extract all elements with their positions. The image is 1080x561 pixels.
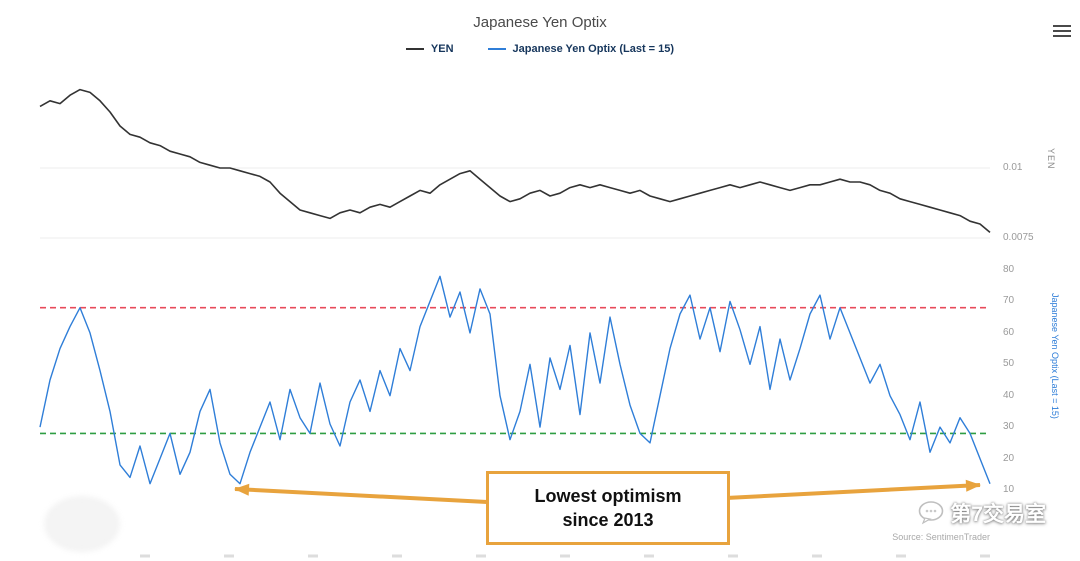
- y-tick-label: 80: [1003, 264, 1015, 275]
- y-tick-label: 0.01: [1003, 162, 1023, 173]
- yen-line-swatch: [405, 48, 424, 50]
- legend-item-optix[interactable]: Japanese Yen Optix (Last = 15): [487, 43, 675, 55]
- chat-bubble-icon: [919, 501, 944, 525]
- annotation-box: Lowest optimism since 2013: [486, 471, 730, 545]
- legend-label-yen: YEN: [430, 43, 454, 55]
- y-tick-label: 10: [1003, 484, 1015, 495]
- annotation-arrow-right: [725, 479, 981, 500]
- legend: YEN Japanese Yen Optix (Last = 15): [0, 43, 1080, 55]
- y-tick-label: 60: [1003, 326, 1015, 338]
- y-tick-label: 50: [1003, 358, 1015, 370]
- y-axis-title-yen: YEN: [1046, 148, 1056, 170]
- watermark-text: 第7交易室: [950, 503, 1046, 526]
- yen-price-line: [39, 88, 991, 234]
- annotation-text-line2: since 2013: [562, 510, 654, 530]
- annotation-arrow-left: [234, 483, 488, 504]
- y-tick-label: 30: [1003, 421, 1015, 433]
- annotation-text-line1: Lowest optimism: [534, 485, 682, 506]
- chart-title: Japanese Yen Optix: [473, 14, 607, 31]
- gridlines: [40, 167, 990, 239]
- hamburger-menu-icon[interactable]: [1053, 22, 1071, 40]
- optix-sentiment-line: [39, 275, 991, 485]
- y-tick-label: 40: [1003, 389, 1015, 401]
- legend-label-optix: Japanese Yen Optix (Last = 15): [512, 43, 675, 55]
- legend-item-yen[interactable]: YEN: [405, 43, 454, 55]
- optix-line-swatch: [487, 48, 506, 50]
- blurred-watermark: [45, 497, 119, 551]
- y-tick-label: 20: [1003, 452, 1015, 464]
- y-tick-label: 70: [1003, 295, 1015, 307]
- source-credit: Source: SentimenTrader: [892, 532, 990, 542]
- watermark: 第7交易室: [918, 498, 1046, 528]
- y-axis-title-optix: Japanese Yen Optix (Last = 15): [1050, 293, 1060, 419]
- threshold-lines: [40, 306, 990, 435]
- y-tick-label: 0.0075: [1003, 232, 1034, 243]
